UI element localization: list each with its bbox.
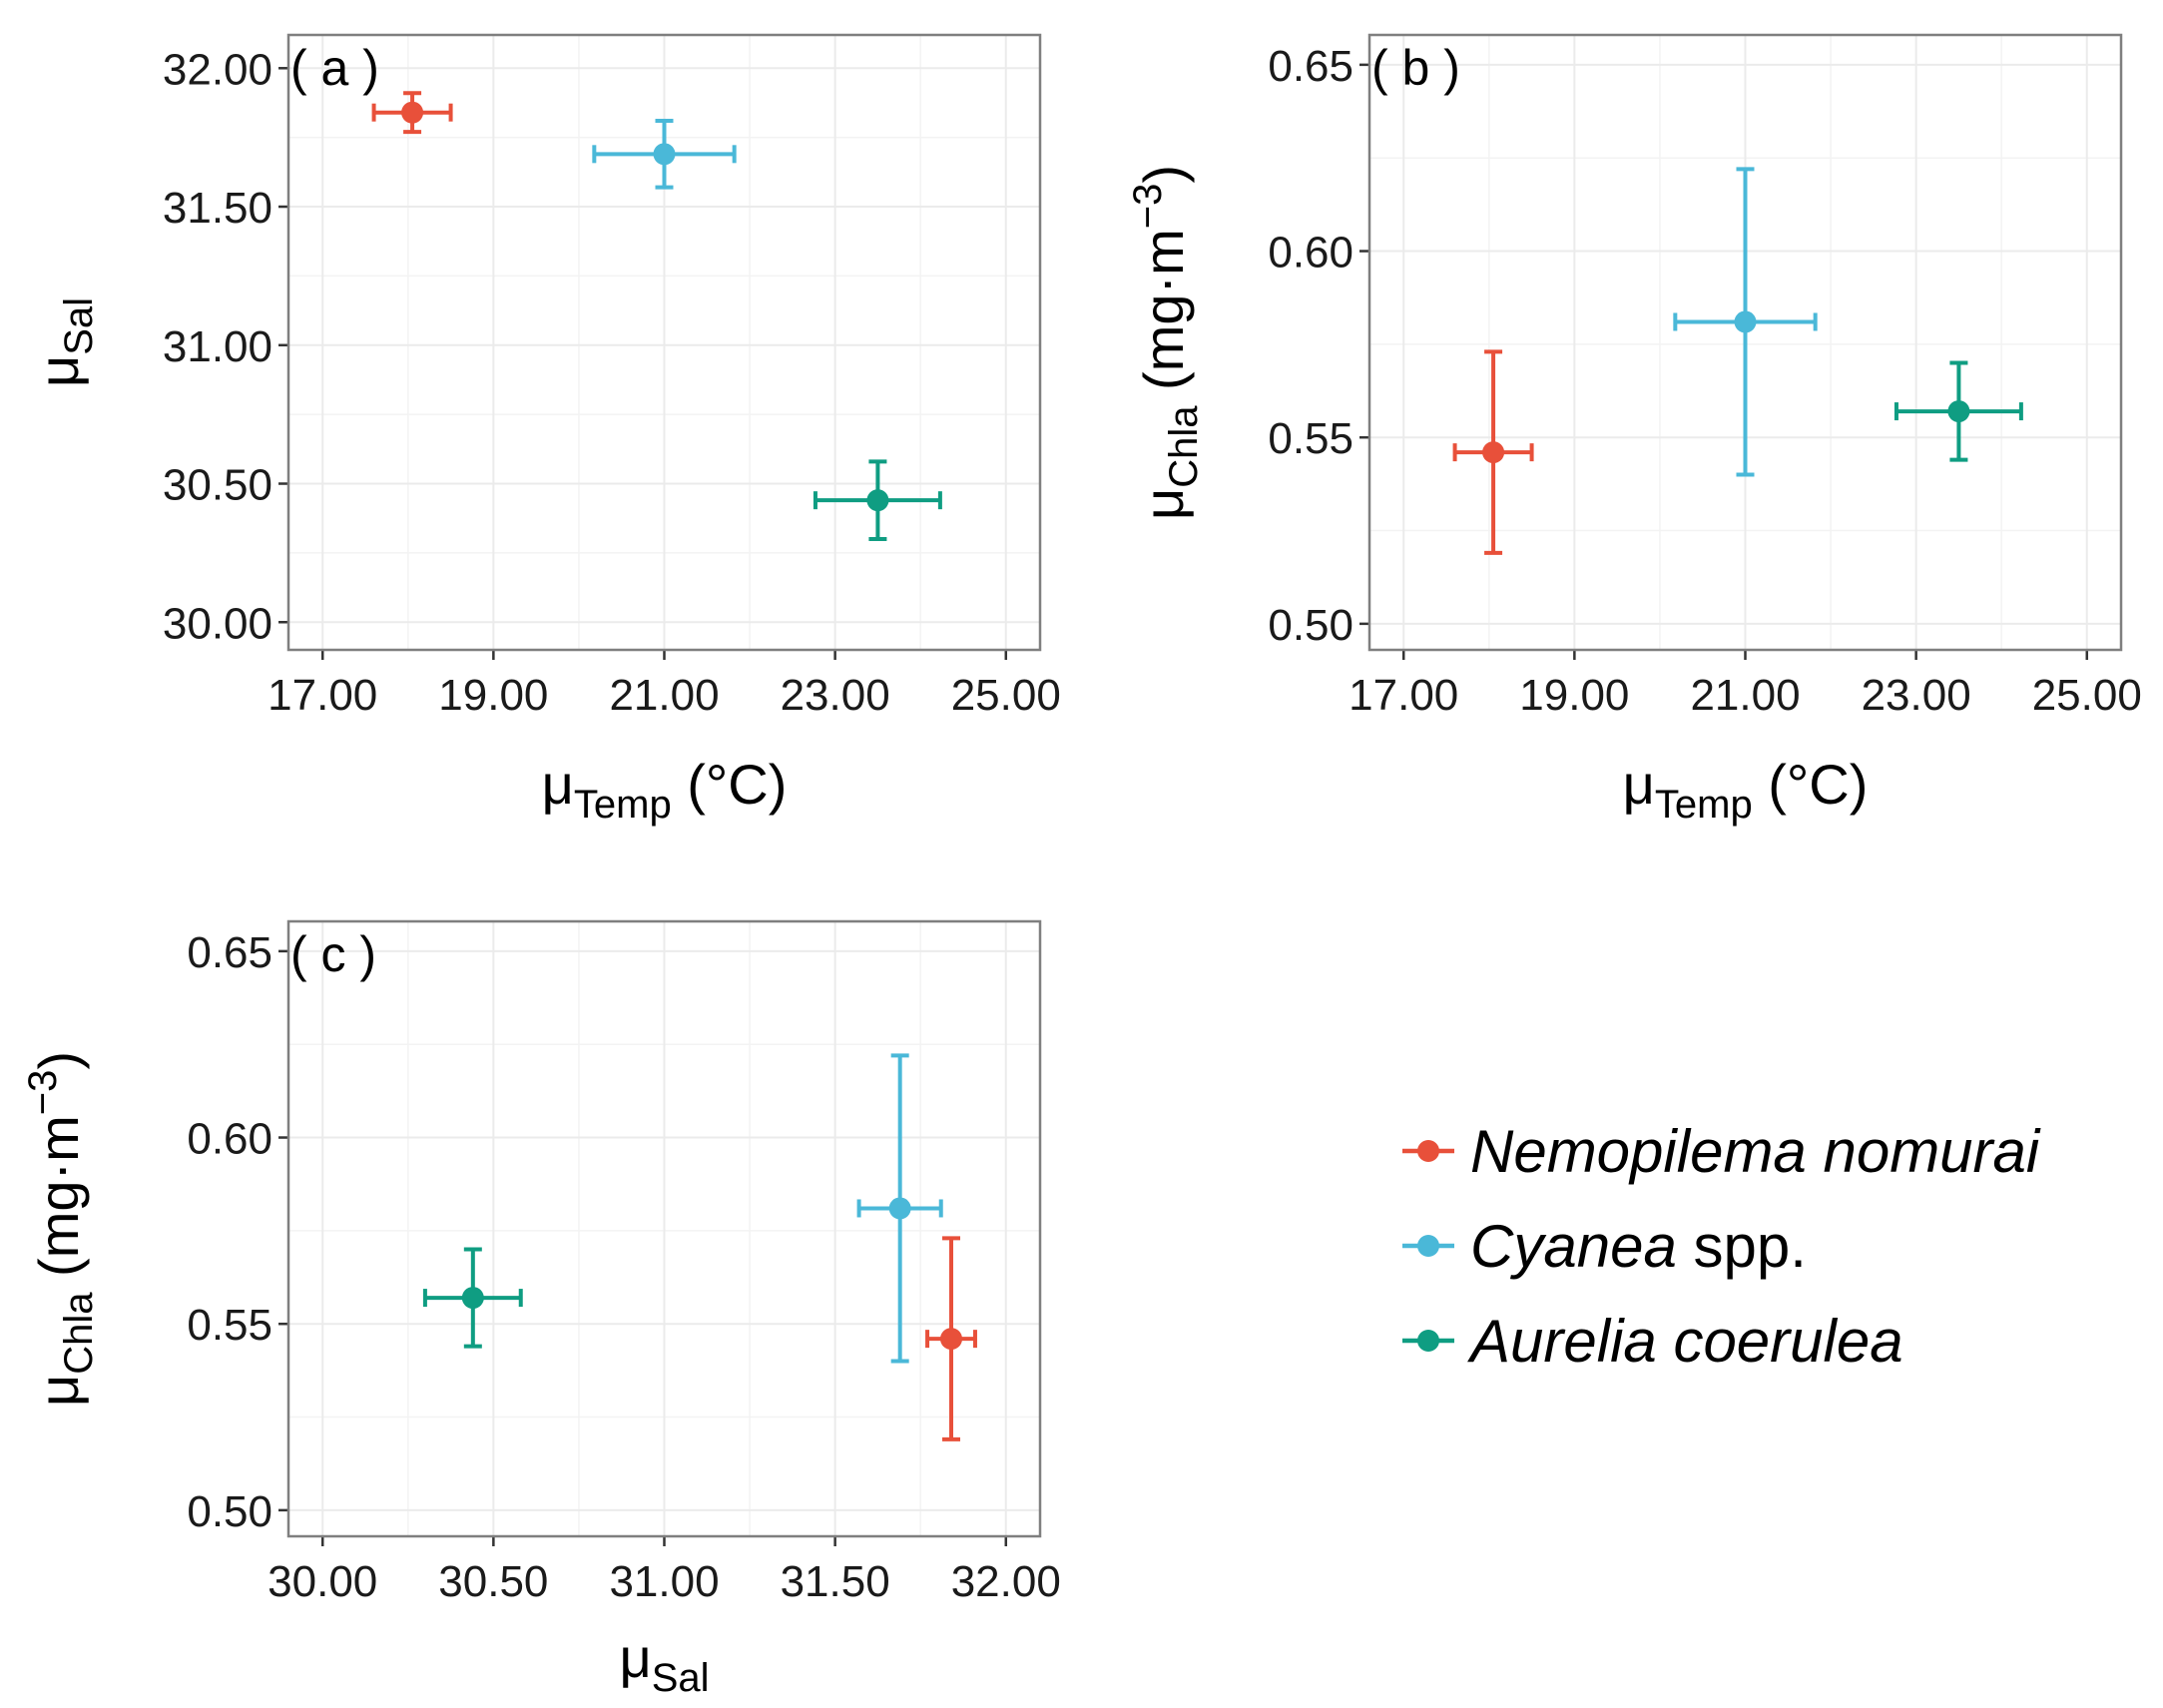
panel-c-y-axis-title-superscript: −3 [21, 1070, 65, 1116]
panel-c-y-tick-label: 0.65 [187, 928, 272, 977]
panel-a-x-axis-title-unit: (°C) [672, 753, 788, 816]
panel-a-x-axis-title-symbol: μ [542, 753, 574, 816]
panel-b-x-tick-label: 23.00 [1862, 671, 1971, 720]
panel-a-x-tick-label: 25.00 [951, 671, 1061, 720]
panel-c-label: ( c ) [290, 926, 376, 982]
panel-c-y-tick-label: 0.55 [187, 1301, 272, 1350]
panel-a-y-axis-title: μSal [27, 297, 101, 387]
panel-b: 17.00 19.00 21.00 23.00 25.00 0.50 0.55 0.60 0.6… [1126, 33, 2142, 827]
data-point [866, 489, 889, 512]
panel-c-x-tick-label: 30.00 [268, 1557, 377, 1606]
panel-c-y-axis-title: μChla (mg·m−3) [21, 1051, 101, 1407]
panel-a-x-axis-title: μTemp (°C) [542, 753, 788, 827]
panel-c-x-tick-label: 32.00 [951, 1557, 1061, 1606]
panel-a-x-tick-label: 17.00 [268, 671, 377, 720]
panel-b-y-axis-title-subscript: Chla [1162, 405, 1206, 488]
panel-c-x-tick-label: 31.50 [781, 1557, 890, 1606]
panel-a-frame [286, 33, 1042, 652]
legend-key-point [1417, 1235, 1439, 1257]
panel-a-y-axis-title-subscript: Sal [57, 297, 101, 355]
panel-b-x-tick-label: 21.00 [1690, 671, 1800, 720]
panel-a-y-tick-label: 32.00 [163, 45, 272, 94]
panel-c-y-axis-title-unit-close: ) [27, 1051, 90, 1070]
panel-c-series-cyanea-spp [856, 1053, 943, 1364]
panel-b-y-axis-title-symbol: μ [1132, 488, 1195, 520]
panel-c: 30.00 30.50 31.00 31.50 32.00 0.50 0.55 0.60 0.6… [21, 919, 1061, 1700]
panel-a: 17.00 19.00 21.00 23.00 25.00 30.00 30.50 31.00… [27, 33, 1061, 827]
legend-item-aurelia-coerulea: Aurelia coerulea [1402, 1308, 1903, 1375]
panel-a-x-tick-label: 19.00 [438, 671, 548, 720]
data-point [653, 143, 676, 166]
data-point [1734, 310, 1757, 333]
panel-b-y-axis-title: μChla (mg·m−3) [1126, 165, 1206, 520]
panel-c-y-axis-title-unit: (mg·m [27, 1115, 90, 1292]
panel-c-y-tick-label: 0.50 [187, 1487, 272, 1536]
panel-c-x-tick-label: 30.50 [438, 1557, 548, 1606]
panel-c-frame [286, 919, 1042, 1538]
data-point [940, 1328, 963, 1351]
panel-a-y-axis-title-symbol: μ [27, 355, 90, 387]
panel-b-x-axis-title-symbol: μ [1623, 753, 1655, 816]
panel-c-series-nemopilema-nomurai [925, 1236, 977, 1441]
panel-a-x-axis-title-subscript: Temp [574, 783, 672, 827]
panel-c-x-tick-label: 31.00 [609, 1557, 719, 1606]
legend-label-italic: Aurelia coerulea [1467, 1308, 1903, 1375]
panel-b-x-axis-title: μTemp (°C) [1623, 753, 1869, 827]
legend-item-nemopilema-nomurai: Nemopilema nomurai [1402, 1118, 2041, 1185]
panel-a-series-cyanea-spp [592, 119, 737, 190]
legend-item-cyanea-spp: Cyanea spp. [1402, 1213, 1807, 1280]
panel-a-series-aurelia-coerulea [812, 459, 942, 542]
data-point [1482, 441, 1505, 464]
panel-a-y-tick-label: 31.00 [163, 322, 272, 371]
panel-b-x-tick-label: 17.00 [1349, 671, 1458, 720]
legend-label: Aurelia coerulea [1467, 1308, 1903, 1375]
legend-label-italic: Cyanea [1470, 1213, 1677, 1280]
legend-key-point [1417, 1330, 1439, 1352]
legend: Nemopilema nomurai Cyanea spp. Aurelia coe… [1402, 1118, 2041, 1375]
panel-b-series-nemopilema-nomurai [1452, 349, 1534, 555]
panel-b-y-tick-label: 0.55 [1268, 414, 1353, 463]
panel-b-x-tick-label: 25.00 [2032, 671, 2142, 720]
panel-b-y-axis-title-superscript: −3 [1126, 184, 1170, 230]
panel-a-label: ( a ) [290, 40, 379, 96]
panel-b-series-aurelia-coerulea [1893, 360, 2023, 462]
legend-label: Cyanea spp. [1470, 1213, 1807, 1280]
panel-b-x-axis-title-subscript: Temp [1655, 783, 1753, 827]
panel-c-y-axis-title-symbol: μ [27, 1375, 90, 1407]
data-point [401, 101, 424, 124]
panel-c-y-tick-label: 0.60 [187, 1115, 272, 1164]
panel-b-x-axis-title-unit: (°C) [1753, 753, 1869, 816]
panel-a-x-tick-label: 21.00 [609, 671, 719, 720]
panel-b-x-tick-label: 19.00 [1519, 671, 1629, 720]
panel-a-y-tick-label: 31.50 [163, 184, 272, 233]
panel-b-label: ( b ) [1371, 40, 1460, 96]
panel-b-y-tick-label: 0.50 [1268, 601, 1353, 650]
panel-a-y-tick-label: 30.50 [163, 461, 272, 510]
panel-a-x-tick-label: 23.00 [781, 671, 890, 720]
data-point [888, 1197, 911, 1220]
panel-c-x-axis-title-subscript: Sal [652, 1656, 710, 1700]
panel-a-series-nemopilema-nomurai [371, 91, 453, 135]
legend-label-plain: spp. [1677, 1213, 1807, 1280]
panel-b-y-axis-title-unit: (mg·m [1132, 229, 1195, 405]
data-point [1947, 400, 1970, 423]
panel-c-x-axis-title-symbol: μ [619, 1626, 651, 1689]
panel-c-x-axis-title: μSal [619, 1626, 709, 1700]
legend-label-italic: Nemopilema nomurai [1470, 1118, 2041, 1185]
panel-b-frame [1367, 33, 2123, 652]
panel-a-y-tick-label: 30.00 [163, 599, 272, 648]
panel-c-y-axis-title-subscript: Chla [57, 1292, 101, 1375]
legend-key-point [1417, 1140, 1439, 1162]
panel-c-series-aurelia-coerulea [422, 1247, 523, 1349]
panel-b-y-tick-label: 0.65 [1268, 42, 1353, 91]
panel-b-series-cyanea-spp [1673, 167, 1818, 477]
data-point [461, 1287, 484, 1310]
legend-label: Nemopilema nomurai [1470, 1118, 2041, 1185]
panel-b-y-tick-label: 0.60 [1268, 229, 1353, 278]
panel-b-y-axis-title-unit-close: ) [1132, 165, 1195, 184]
